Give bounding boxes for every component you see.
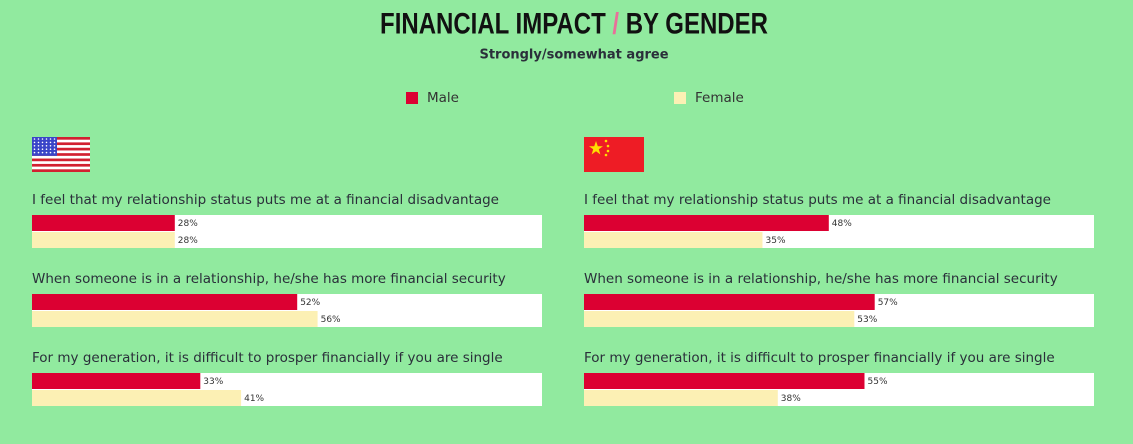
flag-star xyxy=(45,145,48,147)
category-label: When someone is in a relationship, he/sh… xyxy=(32,271,506,287)
flag-star xyxy=(604,139,608,143)
chart-title: FINANCIAL IMPACT / BY GENDER xyxy=(380,6,768,40)
value-label: 33% xyxy=(203,377,223,387)
flag-star xyxy=(33,151,36,154)
flag-star xyxy=(41,138,44,140)
bar xyxy=(584,373,865,389)
flag-star xyxy=(604,153,608,157)
flag-star xyxy=(53,148,56,150)
legend-label: Male xyxy=(427,90,459,106)
bar xyxy=(32,232,175,248)
value-label: 52% xyxy=(300,298,320,308)
flag-star xyxy=(53,151,56,154)
bar xyxy=(32,311,318,327)
flag-star xyxy=(41,148,44,150)
category-label: For my generation, it is difficult to pr… xyxy=(32,350,503,366)
flag-star xyxy=(49,141,52,144)
value-label: 41% xyxy=(244,394,264,404)
bar xyxy=(584,215,829,231)
flag-star xyxy=(45,138,48,140)
flag-stripe xyxy=(32,163,90,167)
bar xyxy=(32,215,175,231)
bar xyxy=(584,294,875,310)
legend-swatch xyxy=(674,92,686,104)
flag-star xyxy=(53,141,56,144)
bar xyxy=(584,232,763,248)
legend-swatch xyxy=(406,92,418,104)
flag-star xyxy=(41,151,44,154)
value-label: 28% xyxy=(178,219,198,229)
bar xyxy=(32,390,242,406)
flag-star xyxy=(33,145,36,147)
bar xyxy=(32,294,298,310)
bar xyxy=(32,373,201,389)
china-flag xyxy=(584,137,644,172)
flag-stripe xyxy=(32,142,90,146)
value-label: 38% xyxy=(781,394,801,404)
flags xyxy=(32,137,644,172)
flag-star xyxy=(45,151,48,154)
flag-star xyxy=(33,148,36,150)
bar xyxy=(584,390,778,406)
flag-star xyxy=(49,145,52,147)
value-label: 48% xyxy=(832,219,852,229)
flag-star xyxy=(49,138,52,140)
value-label: 35% xyxy=(766,236,786,246)
flag-star xyxy=(37,148,40,150)
flag-star xyxy=(33,138,36,140)
flag-stripe xyxy=(32,137,90,140)
value-label: 53% xyxy=(857,315,877,325)
category-label: When someone is in a relationship, he/sh… xyxy=(584,271,1058,287)
flag-stripe xyxy=(32,147,90,151)
value-label: 28% xyxy=(178,236,198,246)
flag-star xyxy=(53,138,56,140)
flag-star xyxy=(49,148,52,150)
flag-star xyxy=(33,141,36,144)
flag-star xyxy=(37,145,40,147)
flag-stripe xyxy=(32,158,90,162)
flag-star xyxy=(45,148,48,150)
flag-star xyxy=(37,141,40,144)
legend-label: Female xyxy=(695,90,744,106)
flag-star xyxy=(606,144,610,148)
flag-star xyxy=(589,141,603,155)
value-label: 55% xyxy=(868,377,888,387)
value-label: 56% xyxy=(321,315,341,325)
flag-stripe xyxy=(32,169,90,172)
category-label: I feel that my relationship status puts … xyxy=(584,192,1051,208)
flag-star xyxy=(53,145,56,147)
flag-star xyxy=(37,151,40,154)
category-label: I feel that my relationship status puts … xyxy=(32,192,499,208)
flag-stripe xyxy=(32,153,90,156)
flag-canton xyxy=(32,137,57,156)
flag-star xyxy=(37,138,40,140)
chart-subtitle: Strongly/somewhat agree xyxy=(479,48,668,63)
flag-star xyxy=(41,141,44,144)
flag-star xyxy=(606,149,610,153)
flag-star xyxy=(41,145,44,147)
category-label: For my generation, it is difficult to pr… xyxy=(584,350,1055,366)
flag-star xyxy=(45,141,48,144)
flag-star xyxy=(49,151,52,154)
value-label: 57% xyxy=(878,298,898,308)
bar xyxy=(584,311,855,327)
